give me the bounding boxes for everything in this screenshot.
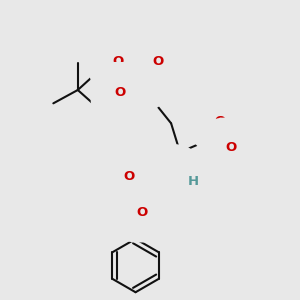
Text: H: H bbox=[188, 175, 199, 188]
Text: O: O bbox=[136, 206, 148, 219]
Text: O: O bbox=[226, 141, 237, 154]
Text: O: O bbox=[152, 55, 164, 68]
Text: O: O bbox=[114, 86, 126, 99]
Text: O: O bbox=[123, 170, 134, 183]
Text: N: N bbox=[163, 168, 175, 181]
Text: O: O bbox=[214, 115, 226, 128]
Polygon shape bbox=[165, 152, 180, 176]
Text: O: O bbox=[112, 55, 123, 68]
Text: S: S bbox=[133, 69, 143, 84]
